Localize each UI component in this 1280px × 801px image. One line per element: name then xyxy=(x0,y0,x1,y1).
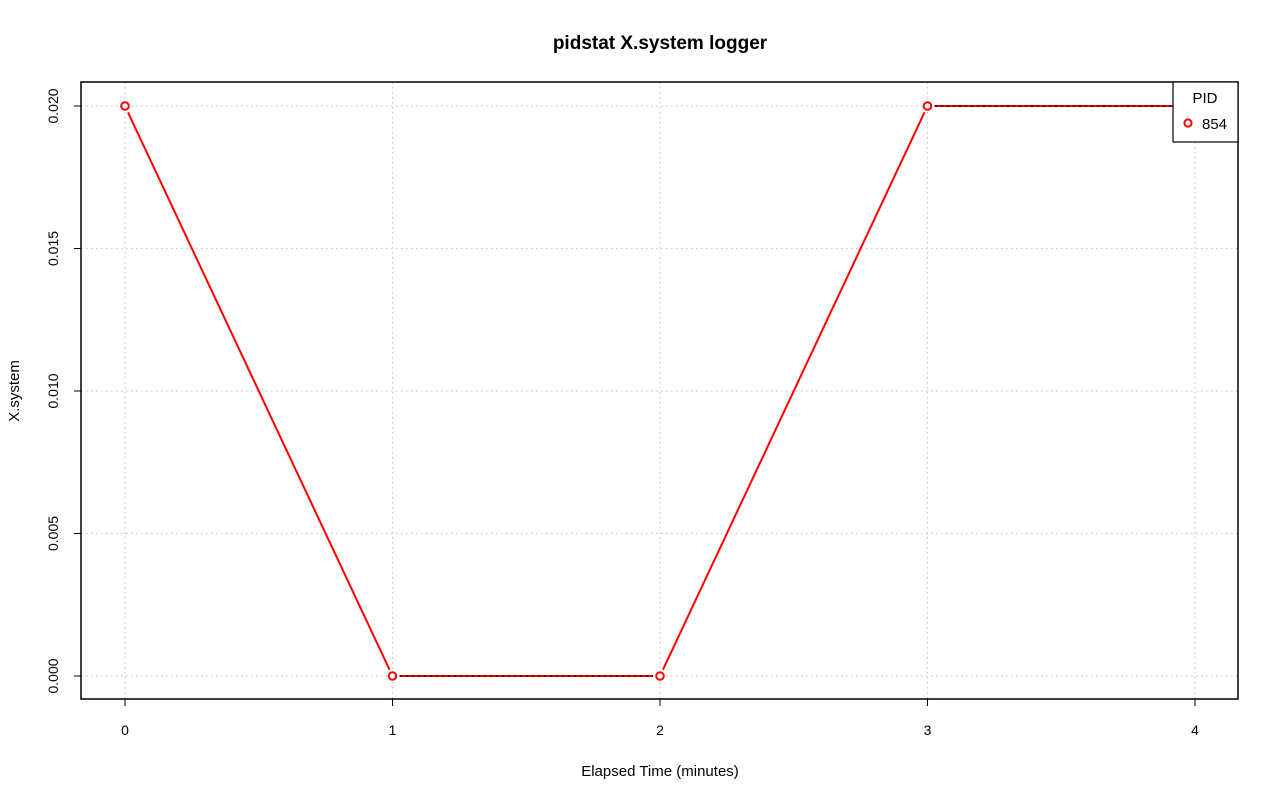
y-axis: 0.000 0.005 0.010 0.015 0.020 xyxy=(45,88,81,694)
y-tick-label: 0.015 xyxy=(45,231,61,266)
series-layer xyxy=(120,101,1200,681)
x-tick-label: 4 xyxy=(1191,722,1199,738)
data-point xyxy=(655,671,665,681)
x-axis-label: Elapsed Time (minutes) xyxy=(581,763,739,780)
data-point xyxy=(120,101,130,111)
legend-title: PID xyxy=(1192,90,1217,107)
x-tick-label: 0 xyxy=(121,722,129,738)
legend: PID 854 xyxy=(1172,81,1239,143)
y-tick-label: 0.000 xyxy=(45,658,61,693)
x-axis: 0 1 2 3 4 xyxy=(121,699,1199,738)
plot-frame xyxy=(80,81,1239,700)
legend-marker xyxy=(1183,118,1193,128)
series-segment xyxy=(662,111,926,671)
data-point xyxy=(922,101,933,111)
x-tick-label: 2 xyxy=(656,722,664,738)
grid xyxy=(81,82,1238,699)
y-tick-label: 0.010 xyxy=(45,373,61,408)
x-tick-label: 3 xyxy=(924,722,932,738)
legend-box xyxy=(1172,81,1239,143)
y-axis-label: X.system xyxy=(6,360,23,422)
legend-entry-label: 854 xyxy=(1202,116,1227,133)
series-segment xyxy=(127,111,391,671)
data-point xyxy=(387,671,398,681)
x-tick-label: 1 xyxy=(389,722,397,738)
y-tick-label: 0.005 xyxy=(45,516,61,551)
chart-title: pidstat X.system logger xyxy=(553,33,768,54)
y-tick-label: 0.020 xyxy=(45,88,61,123)
